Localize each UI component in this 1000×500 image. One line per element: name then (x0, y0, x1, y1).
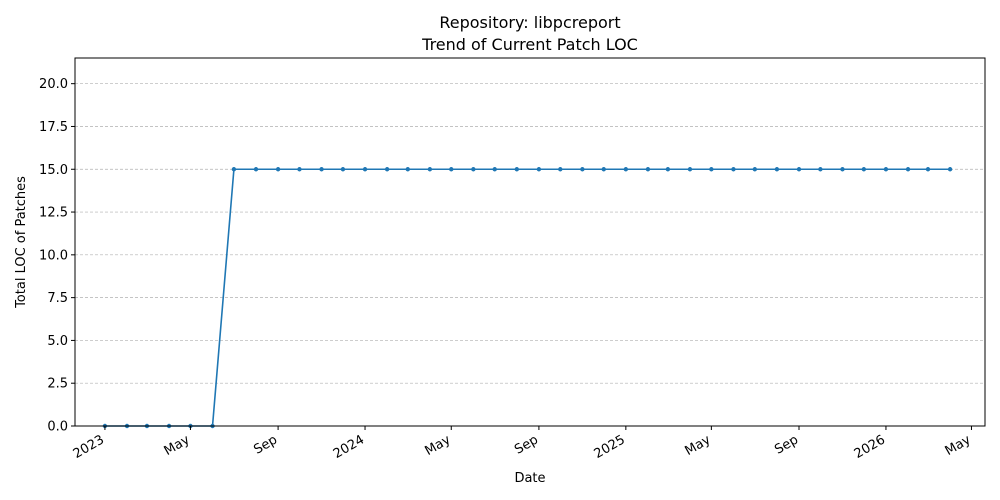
y-tick-label: 17.5 (39, 120, 68, 135)
data-point (796, 167, 802, 172)
y-axis-ticks: 0.0 2.5 5.0 7.5 10.0 12.5 15.0 17.5 20.0 (39, 77, 75, 435)
data-point (319, 167, 324, 172)
data-point (558, 167, 563, 172)
data-point (580, 167, 585, 172)
data-point (601, 167, 606, 172)
data-point (623, 167, 629, 172)
data-point (275, 167, 281, 172)
data-point (818, 167, 823, 172)
series-group (102, 167, 953, 429)
y-tick-label: 5.0 (47, 334, 68, 349)
data-point (731, 167, 736, 172)
y-tick-label: 7.5 (47, 291, 68, 306)
chart-title-line2: Trend of Current Patch LOC (421, 35, 638, 54)
data-point (645, 167, 651, 172)
x-axis-label: Date (514, 471, 545, 486)
data-point (840, 167, 845, 172)
data-point (665, 167, 671, 172)
data-point (340, 167, 346, 172)
data-point (947, 167, 953, 172)
y-tick-label: 2.5 (47, 377, 68, 392)
data-point (752, 167, 758, 172)
data-point (405, 167, 410, 172)
y-tick-label: 20.0 (39, 77, 68, 92)
data-point (883, 167, 889, 172)
data-point (253, 167, 259, 172)
data-point (492, 167, 497, 172)
series-line (104, 168, 951, 427)
y-tick-label: 12.5 (39, 206, 68, 221)
data-point (297, 167, 302, 172)
data-point (514, 167, 520, 172)
y-tick-label: 15.0 (39, 163, 68, 178)
y-tick-label: 0.0 (47, 420, 68, 435)
data-point (449, 167, 454, 172)
plot-frame (74, 57, 986, 427)
data-point (709, 167, 714, 172)
y-tick-label: 10.0 (39, 248, 68, 263)
chart-title-line1: Repository: libpcreport (439, 13, 620, 32)
data-point (362, 167, 368, 172)
y-axis-label: Total LOC of Patches (14, 176, 29, 309)
data-point (925, 167, 931, 172)
data-point (427, 167, 433, 172)
data-point (905, 167, 911, 172)
data-point (384, 167, 390, 172)
data-point (471, 167, 476, 172)
data-point (774, 167, 780, 172)
data-point (231, 167, 237, 172)
data-point (536, 167, 542, 172)
data-point (687, 167, 693, 172)
data-point (861, 167, 867, 172)
